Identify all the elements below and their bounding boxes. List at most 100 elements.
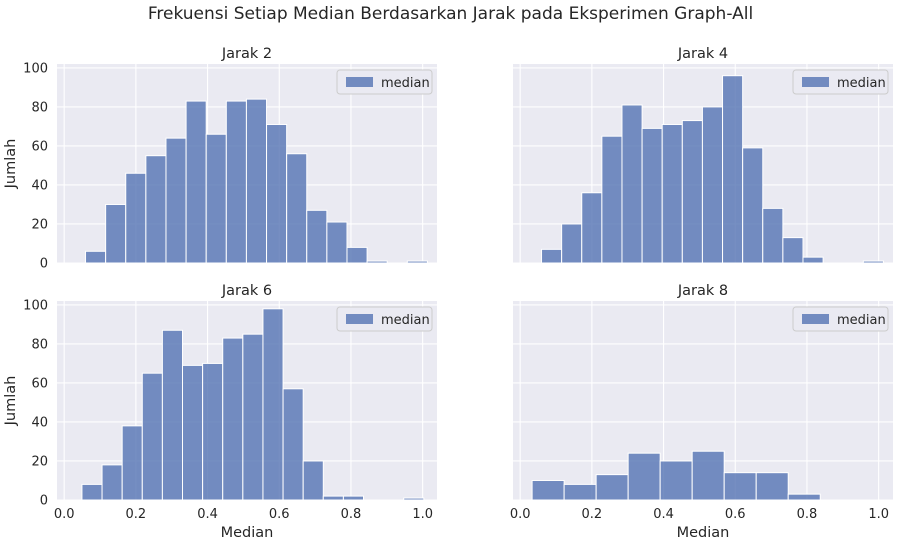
histogram-bar [245, 98, 268, 264]
legend-box [792, 69, 889, 95]
histogram-bar [242, 333, 264, 501]
x-tick-label: 0.8 [797, 507, 818, 522]
y-tick-label: 20 [31, 217, 48, 232]
histogram-bar [342, 495, 365, 501]
histogram-bar [681, 120, 703, 264]
histogram-bar [541, 248, 563, 264]
histogram-bar [641, 127, 663, 264]
subplot-4: Jarak 8 0.0 0.2 0.4 0.6 0.8 1.0 Median median [510, 283, 893, 541]
x-tick-label: 0.0 [54, 507, 75, 522]
x-tick-label: 0.2 [582, 507, 603, 522]
histogram-bar [691, 450, 725, 501]
legend-swatch [802, 77, 829, 87]
x-tick-label: 0.8 [341, 507, 362, 522]
histogram-bar [742, 147, 764, 264]
histogram-bar [161, 329, 184, 501]
y-tick-label: 60 [31, 139, 48, 154]
legend-label: median [381, 313, 430, 328]
histogram-bar [787, 493, 821, 501]
histogram-bar [581, 192, 603, 264]
x-axis-label: Median [221, 525, 274, 541]
x-tick-label: 0.4 [197, 507, 218, 522]
histogram-bar [101, 464, 123, 501]
x-tick-label: 0.2 [126, 507, 147, 522]
x-tick-label: 1.0 [412, 507, 433, 522]
histogram-bar [282, 388, 304, 501]
histogram-bar [81, 483, 103, 501]
histogram-bar [165, 137, 187, 264]
histogram-bar [205, 133, 227, 264]
histogram-bar [601, 135, 623, 264]
histogram-bar [145, 155, 167, 264]
legend-box [336, 306, 433, 332]
x-tick-label: 0.6 [269, 507, 290, 522]
y-tick-label: 80 [31, 337, 48, 352]
y-tick-label: 60 [31, 376, 48, 391]
histogram-bar [862, 260, 884, 264]
histogram-bar [563, 483, 597, 501]
histogram-bar [802, 256, 824, 264]
x-axis-label: Median [677, 525, 730, 541]
legend-box [792, 306, 889, 332]
histogram-bar [286, 153, 308, 264]
histogram-bar [302, 460, 324, 501]
histogram-bar [222, 337, 244, 501]
histogram-bar [595, 474, 629, 501]
y-tick-label: 100 [23, 298, 48, 313]
histogram-bar [403, 497, 425, 501]
x-tick-label: 0.6 [725, 507, 746, 522]
histogram-bar [266, 123, 288, 264]
histogram-bar [661, 123, 683, 264]
legend: median [336, 69, 433, 95]
subplot-title: Jarak 8 [677, 283, 728, 299]
subplot-2: Jarak 4 median [513, 46, 893, 264]
legend-swatch [346, 314, 373, 324]
histogram-bar [326, 221, 348, 264]
histogram-bar [182, 364, 204, 501]
histogram-bar [722, 75, 744, 264]
x-tick-label: 0.0 [510, 507, 531, 522]
legend-swatch [802, 314, 829, 324]
histogram-bar [762, 207, 784, 264]
y-axis-label: Jumlah [3, 139, 19, 190]
histogram-bar [723, 472, 757, 501]
legend-box [336, 69, 433, 95]
histogram-bar [627, 452, 661, 501]
histogram-bar [125, 172, 147, 264]
histogram-bar [85, 250, 107, 264]
histogram-bar [225, 100, 247, 264]
histogram-bar [531, 479, 565, 501]
histogram-bar [306, 209, 328, 264]
histogram-bar [105, 203, 127, 264]
histogram-bar [202, 362, 224, 501]
x-tick-label: 0.4 [653, 507, 674, 522]
legend-label: median [837, 76, 886, 91]
histogram-bar [782, 237, 804, 264]
histogram-bar [755, 472, 789, 501]
subplot-title: Jarak 6 [221, 283, 272, 299]
y-tick-label: 40 [31, 415, 48, 430]
histogram-bar [561, 223, 583, 264]
histogram-bar [659, 460, 693, 501]
y-tick-label: 80 [31, 100, 48, 115]
legend-label: median [837, 313, 886, 328]
legend: median [792, 306, 889, 332]
legend-swatch [346, 77, 373, 87]
subplot-title: Jarak 4 [677, 46, 728, 62]
histogram-bar [262, 308, 284, 501]
histogram-bar [701, 106, 724, 264]
legend: median [792, 69, 889, 95]
y-tick-label: 100 [23, 61, 48, 76]
legend-label: median [381, 76, 430, 91]
y-tick-label: 20 [31, 454, 48, 469]
subplot-title: Jarak 2 [221, 46, 272, 62]
y-tick-label: 0 [40, 494, 48, 509]
histogram-bar [185, 100, 207, 264]
histogram-bar [346, 246, 368, 264]
subplot-3: Jarak 6 0 20 40 60 80 100 0.0 0.2 0.4 0.6 0.8 1.0 Jum… [3, 283, 437, 541]
y-axis-label: Jumlah [3, 376, 19, 427]
histogram-bar [621, 104, 643, 264]
figure-title: Frekuensi Setiap Median Berdasarkan Jara… [147, 4, 754, 24]
